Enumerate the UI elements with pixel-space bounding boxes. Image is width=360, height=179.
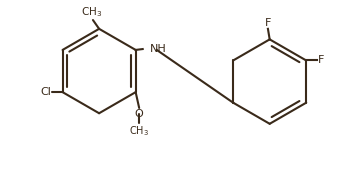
Text: F: F xyxy=(265,18,271,28)
Text: O: O xyxy=(135,109,144,119)
Text: NH: NH xyxy=(150,44,166,54)
Text: CH$_3$: CH$_3$ xyxy=(129,124,149,138)
Text: CH$_3$: CH$_3$ xyxy=(81,5,103,19)
Text: F: F xyxy=(318,55,324,66)
Text: Cl: Cl xyxy=(40,87,51,97)
